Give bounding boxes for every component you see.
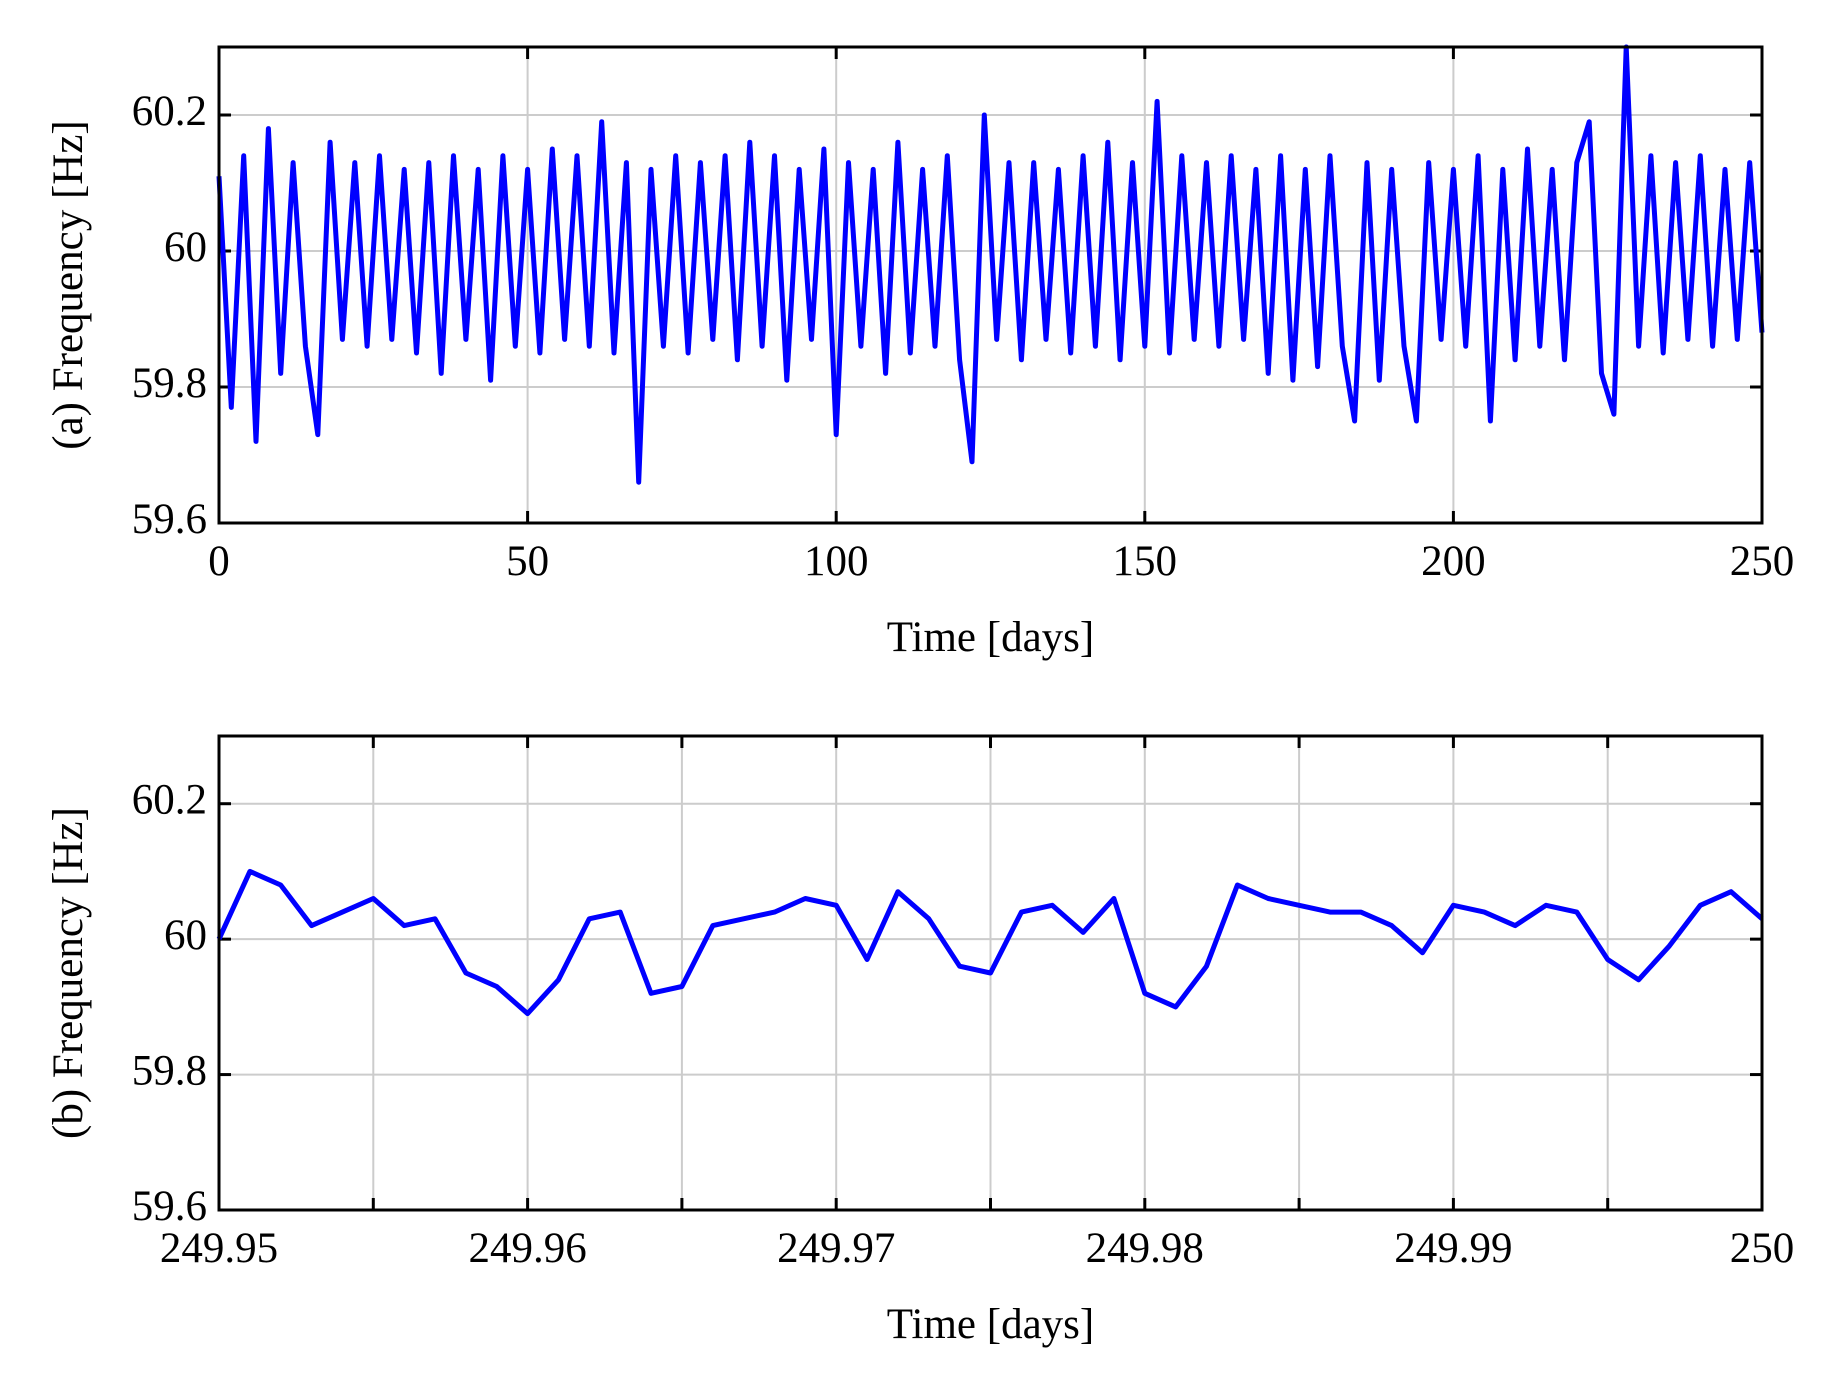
y-tick-label: 59.6 [132, 496, 207, 543]
x-tick-label: 249.98 [1086, 1225, 1204, 1272]
plot-frame [217, 734, 1764, 1212]
y-tick-label: 59.8 [132, 1047, 207, 1094]
x-axis-title: Time [days] [887, 614, 1094, 661]
x-tick-label: 50 [506, 538, 549, 585]
y-tick-label: 60.2 [132, 88, 207, 135]
plot-frame [217, 45, 1764, 525]
y-axis-title: (b) Frequency [Hz] [45, 807, 92, 1139]
y-tick-label: 59.8 [132, 360, 207, 407]
x-tick-label: 249.96 [468, 1225, 586, 1272]
y-tick-label: 59.6 [132, 1183, 207, 1230]
y-tick-label: 60 [164, 912, 207, 959]
x-tick-label: 249.97 [777, 1225, 895, 1272]
x-tick-label: 200 [1421, 538, 1486, 585]
data-line [216, 868, 1764, 1017]
y-axis-title: (a) Frequency [Hz] [45, 120, 92, 450]
x-axis-title: Time [days] [887, 1301, 1094, 1348]
x-tick-label: 249.99 [1394, 1225, 1512, 1272]
y-tick-label: 60.2 [132, 777, 207, 824]
x-tick-label: 0 [208, 538, 230, 585]
x-tick-label: 250 [1730, 1225, 1795, 1272]
x-tick-label: 150 [1113, 538, 1178, 585]
data-line [216, 44, 1765, 485]
x-tick-label: 249.95 [160, 1225, 278, 1272]
x-tick-label: 100 [804, 538, 869, 585]
x-tick-label: 250 [1730, 538, 1795, 585]
y-tick-label: 60 [164, 224, 207, 271]
plot-area [219, 47, 1762, 523]
